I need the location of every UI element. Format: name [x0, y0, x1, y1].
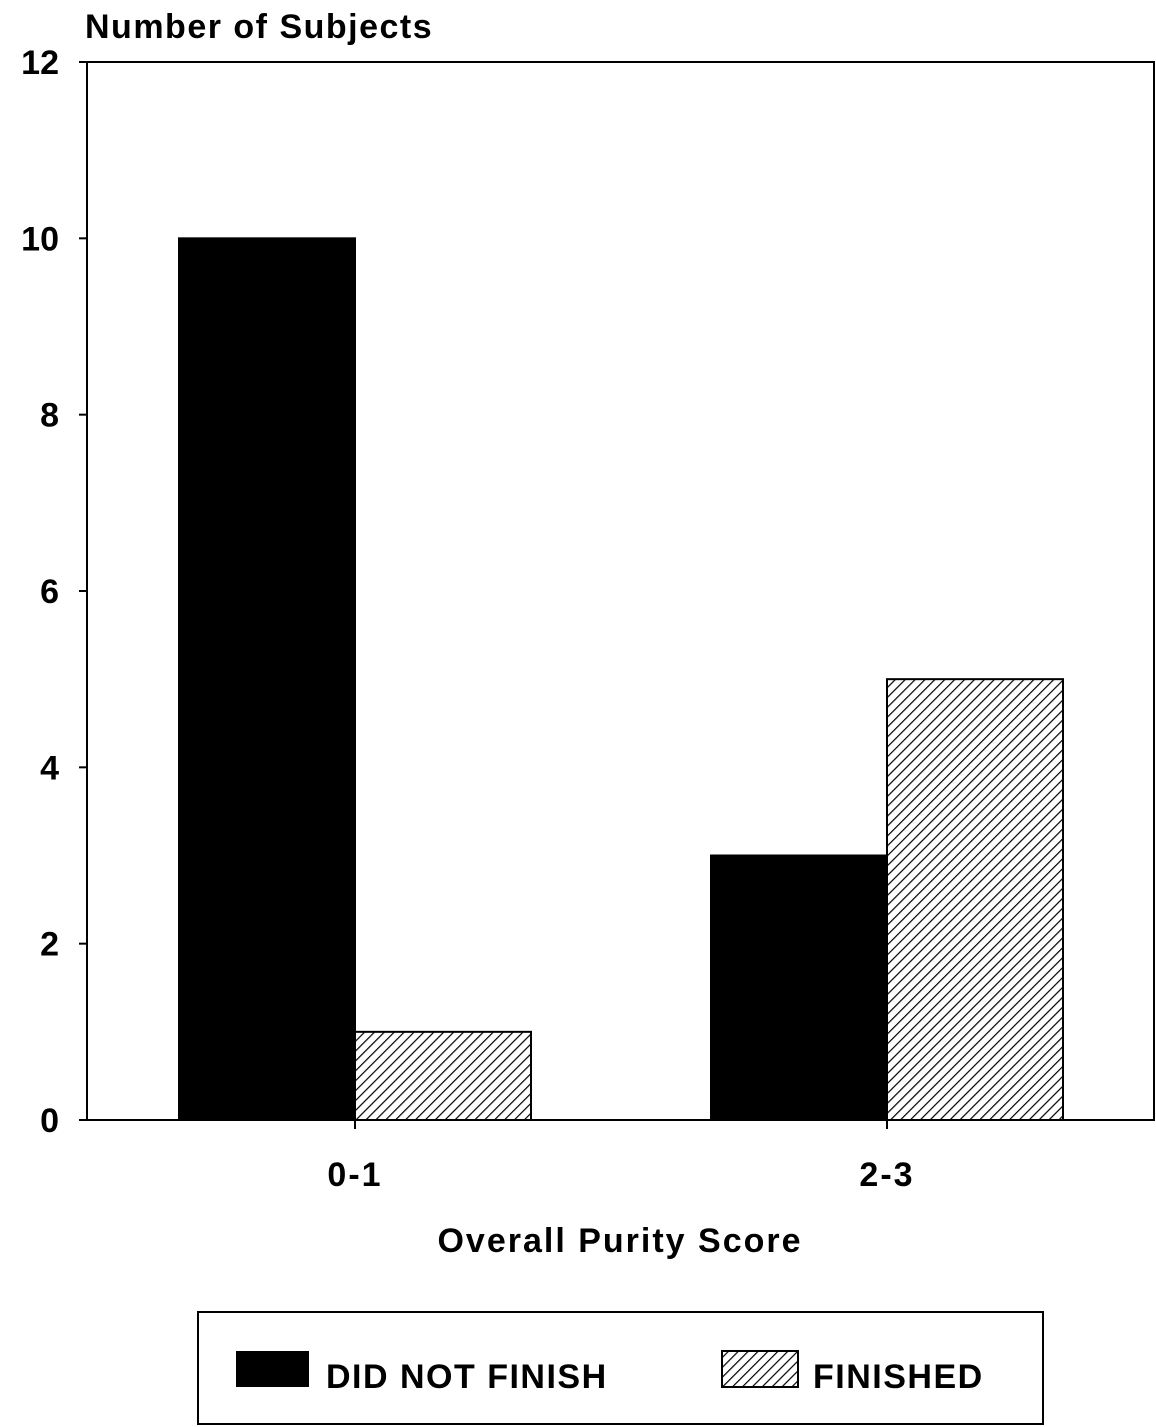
y-tick-label: 12: [21, 44, 59, 82]
plot-area: 0 2 4 6 8 10 12 0-1 2-3: [21, 44, 1155, 1194]
y-axis: 0 2 4 6 8 10 12: [21, 44, 87, 1140]
bar-did-not-finish-2-3: [710, 854, 888, 1121]
legend-frame: [197, 1311, 1044, 1425]
legend-label-did-not-finish: DID NOT FINISH: [326, 1358, 608, 1396]
x-axis-title: Overall Purity Score: [437, 1222, 802, 1260]
x-tick-label: 0-1: [327, 1156, 382, 1194]
bar-finished-2-3: [886, 678, 1064, 1122]
y-tick-label: 6: [40, 573, 59, 611]
bar-did-not-finish-0-1: [178, 237, 356, 1122]
y-tick-label: 2: [40, 926, 59, 964]
bar-finished-0-1: [354, 1030, 532, 1122]
legend-swatch-did-not-finish: [236, 1351, 309, 1387]
y-tick-label: 4: [40, 749, 59, 787]
y-tick-label: 0: [40, 1102, 59, 1140]
y-tick-label: 10: [21, 220, 59, 258]
x-tick-label: 2-3: [859, 1156, 914, 1194]
legend-label-finished: FINISHED: [813, 1358, 984, 1396]
y-axis-title: Number of Subjects: [85, 8, 433, 46]
legend-swatch-finished: [721, 1350, 799, 1388]
legend: DID NOT FINISH FINISHED: [197, 1311, 1044, 1425]
x-axis: 0-1 2-3: [327, 1120, 914, 1194]
bars-group: [178, 237, 1064, 1122]
y-tick-label: 8: [40, 397, 59, 435]
